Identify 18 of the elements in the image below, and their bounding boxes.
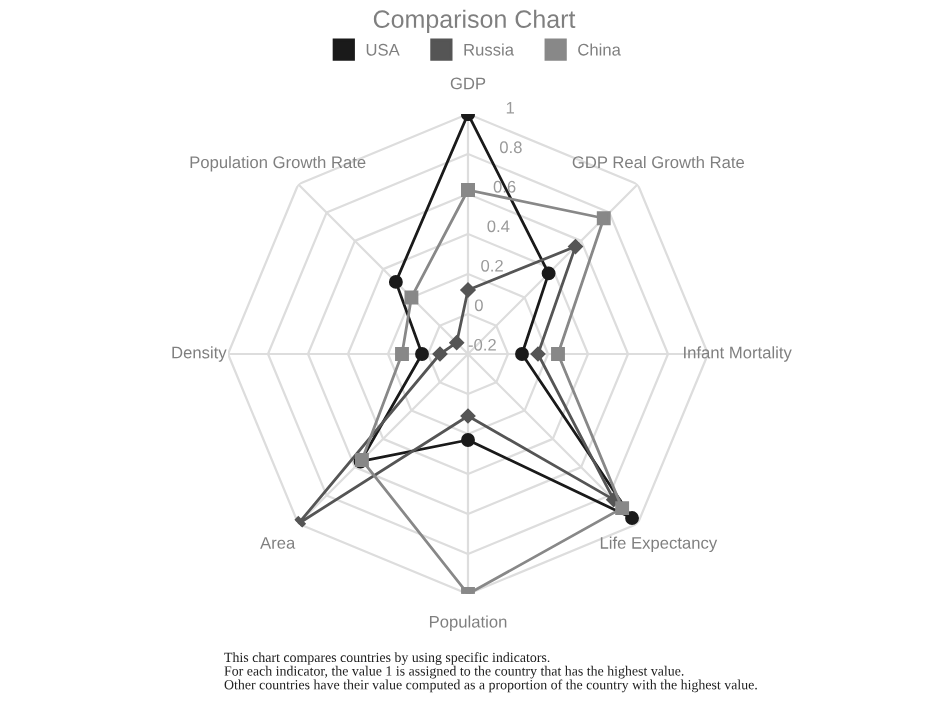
y-tick-label: -0.2 bbox=[468, 338, 496, 351]
chart-title: Comparison Chart bbox=[373, 9, 576, 33]
legend-label: Russia bbox=[464, 43, 514, 56]
spoke-label: Life Expectancy bbox=[600, 536, 718, 553]
y-tick-label: 0.8 bbox=[499, 141, 522, 154]
y-tick-label: 0 bbox=[474, 299, 483, 312]
spoke-label: GDP Real Growth Rate bbox=[572, 155, 745, 169]
spoke-label: Infant Mortality bbox=[684, 346, 792, 362]
y-tick-label: 1 bbox=[506, 102, 514, 114]
spoke-label: Density bbox=[172, 346, 227, 362]
spoke-label: GDP bbox=[450, 77, 486, 90]
spoke-label: Population Growth Rate bbox=[190, 155, 366, 172]
spoke-label: Population bbox=[429, 615, 507, 631]
spoke-label: Area bbox=[260, 537, 296, 549]
y-tick-label: 0.2 bbox=[481, 259, 503, 272]
legend-label: USA bbox=[366, 43, 400, 56]
y-tick-label: 0.4 bbox=[487, 220, 510, 233]
legend-label: China bbox=[578, 43, 621, 56]
